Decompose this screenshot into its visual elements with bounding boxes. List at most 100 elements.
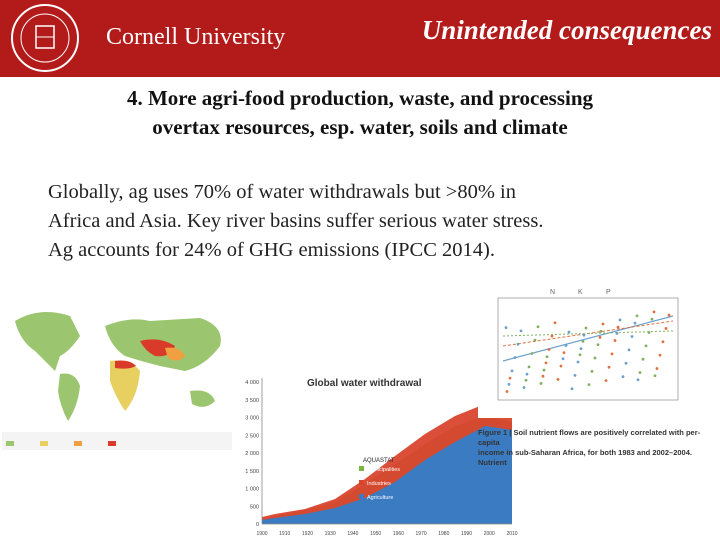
body-text: Globally, ag uses 70% of water withdrawa…	[48, 178, 543, 265]
scatter-dot	[525, 372, 529, 376]
scatter-dot	[510, 369, 514, 373]
scatter-dot	[564, 344, 568, 347]
scatter-dot	[553, 321, 557, 325]
scatter-dot	[539, 382, 543, 385]
x-tick-label: 1920	[302, 531, 313, 537]
scatter-dot	[667, 313, 671, 317]
scatter-dot	[582, 333, 586, 337]
scatter-dot	[508, 376, 512, 380]
scatter-dot	[536, 325, 540, 329]
legend-label: Agriculture	[367, 495, 393, 501]
scatter-dot	[524, 378, 528, 382]
x-tick-label: 2010	[506, 531, 517, 537]
y-tick-label: 3 000	[245, 416, 259, 422]
scatter-dot	[559, 364, 563, 368]
scatter-dot	[641, 357, 645, 361]
scatter-dot	[561, 357, 565, 361]
legend-label: Municipalities	[367, 467, 400, 473]
subtitle: 4. More agri-food production, waste, and…	[0, 84, 720, 142]
scatter-dot	[650, 317, 654, 321]
x-tick-label: 1950	[370, 531, 381, 537]
scatter-dot	[624, 361, 628, 365]
scatter-dot	[664, 327, 668, 330]
scatter-dot	[615, 331, 619, 335]
scatter-dot	[596, 343, 600, 346]
scatter-figure: N K P	[478, 286, 700, 418]
scatter-dot	[505, 390, 509, 393]
scatter-dot	[522, 386, 526, 389]
world-map	[0, 296, 236, 456]
scatter-dot	[616, 325, 620, 329]
legend-swatch	[359, 494, 364, 499]
scatter-dot	[610, 352, 614, 356]
y-tick-label: 3 500	[245, 398, 259, 404]
x-tick-label: 1910	[279, 531, 290, 537]
caption-line: income in sub-Saharan Africa, for both 1…	[478, 448, 692, 467]
scatter-dot	[587, 383, 591, 387]
y-tick-label: 0	[256, 522, 259, 528]
scatter-dot	[533, 338, 537, 342]
x-tick-label: 1980	[438, 531, 449, 537]
scatter-dot	[653, 374, 657, 378]
scatter-dot	[530, 352, 534, 355]
source-label: AQUASTAT	[363, 458, 395, 464]
scatter-dot	[618, 318, 622, 322]
seal	[11, 4, 79, 72]
x-tick-label: 1930	[325, 531, 336, 537]
scatter-dot	[507, 382, 511, 386]
scatter-dot	[584, 326, 588, 330]
scatter-legend: K	[578, 289, 583, 296]
scatter-dot	[562, 351, 566, 355]
scatter-dot	[635, 314, 639, 318]
scatter-dot	[504, 326, 508, 330]
scatter-dot	[567, 330, 571, 334]
scatter-dot	[545, 355, 549, 359]
caption-line: Figure 1 | Soil nutrient flows are posit…	[478, 428, 701, 447]
header-bar: Cornell University Unintended consequenc…	[0, 0, 720, 77]
scatter-dot	[576, 360, 580, 364]
area-chart: Global water withdrawal AQUASTAT 4 000 3 …	[235, 364, 520, 540]
y-tick-label: 2 500	[245, 433, 259, 439]
scatter-dot	[542, 368, 546, 372]
scatter-dot	[516, 342, 520, 346]
scatter-dot	[658, 353, 662, 357]
scatter-legend: P	[606, 289, 611, 296]
area-chart-title: Global water withdrawal	[307, 378, 422, 389]
scatter-dot	[593, 356, 597, 360]
scatter-dot	[590, 369, 594, 373]
logo-text: Cornell University	[106, 24, 286, 50]
scatter-dot	[570, 387, 574, 391]
y-tick-label: 4 000	[245, 380, 259, 386]
scatter-dot	[578, 353, 582, 357]
scatter-dot	[541, 374, 545, 378]
y-tick-label: 2 000	[245, 451, 259, 457]
scatter-dot	[579, 347, 583, 351]
scatter-dot	[613, 339, 617, 342]
scatter-dot	[652, 310, 656, 314]
scatter-dot	[638, 371, 642, 374]
body-line: Africa and Asia. Key river basins suffer…	[48, 210, 544, 232]
scatter-dot	[630, 335, 634, 338]
x-tick-label: 1900	[256, 531, 267, 537]
scatter-dot	[607, 365, 611, 369]
scatter-dot	[556, 378, 560, 381]
x-tick-label: 1960	[393, 531, 404, 537]
scatter-dot	[513, 356, 517, 359]
scatter-dot	[581, 340, 585, 343]
x-tick-label: 1970	[416, 531, 427, 537]
scatter-dot	[573, 373, 577, 377]
scatter-legend: N	[550, 289, 555, 296]
x-tick-label: 1990	[461, 531, 472, 537]
subtitle-line: overtax resources, esp. water, soils and…	[152, 115, 568, 139]
scatter-dot	[647, 331, 651, 334]
scatter-dot	[621, 375, 625, 378]
scatter-dot	[636, 378, 640, 382]
legend-swatch	[359, 466, 364, 471]
scatter-dot	[644, 344, 648, 348]
scatter-dot	[547, 348, 551, 351]
y-tick-label: 500	[250, 504, 259, 510]
body-line: Globally, ag uses 70% of water withdrawa…	[48, 181, 516, 203]
scatter-dot	[544, 361, 548, 365]
scatter-dot	[633, 321, 637, 325]
